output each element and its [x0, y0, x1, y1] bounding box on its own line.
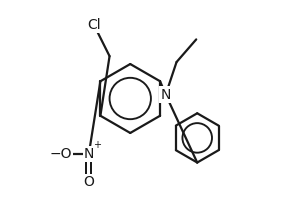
Text: O: O — [84, 175, 94, 189]
Text: N: N — [84, 147, 94, 161]
Text: Cl: Cl — [87, 18, 101, 32]
Text: N: N — [161, 87, 171, 102]
Text: +: + — [93, 140, 101, 150]
Text: −O: −O — [49, 147, 72, 161]
